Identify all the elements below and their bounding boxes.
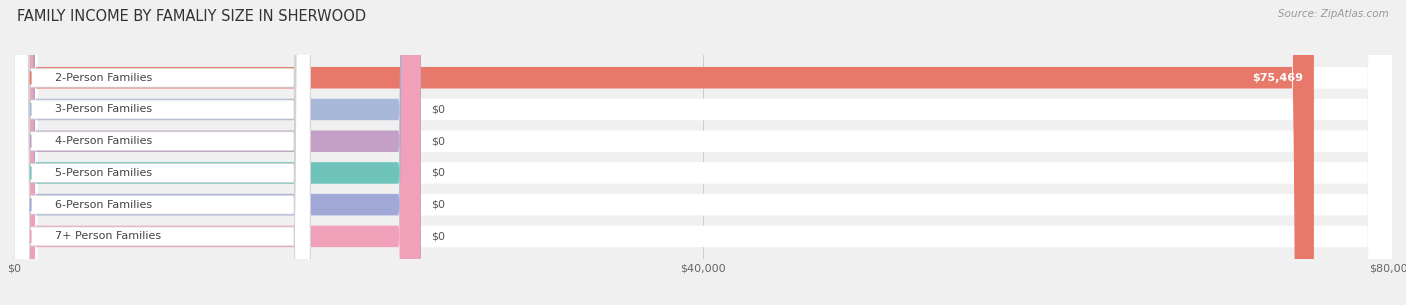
FancyBboxPatch shape xyxy=(14,0,311,305)
FancyBboxPatch shape xyxy=(14,0,1392,305)
Text: $75,469: $75,469 xyxy=(1251,73,1303,83)
Text: Source: ZipAtlas.com: Source: ZipAtlas.com xyxy=(1278,9,1389,19)
Text: 3-Person Families: 3-Person Families xyxy=(55,105,152,114)
FancyBboxPatch shape xyxy=(14,0,420,305)
FancyBboxPatch shape xyxy=(14,0,1392,305)
FancyBboxPatch shape xyxy=(14,0,420,305)
FancyBboxPatch shape xyxy=(14,0,1392,305)
Text: $0: $0 xyxy=(432,168,446,178)
FancyBboxPatch shape xyxy=(14,0,1392,305)
Text: $0: $0 xyxy=(432,231,446,241)
FancyBboxPatch shape xyxy=(14,0,1392,305)
Text: 2-Person Families: 2-Person Families xyxy=(55,73,153,83)
FancyBboxPatch shape xyxy=(14,0,420,305)
Text: $0: $0 xyxy=(432,136,446,146)
Text: $0: $0 xyxy=(432,105,446,114)
FancyBboxPatch shape xyxy=(14,0,311,305)
FancyBboxPatch shape xyxy=(14,0,311,305)
FancyBboxPatch shape xyxy=(14,0,1313,305)
Text: $0: $0 xyxy=(432,200,446,210)
Text: 4-Person Families: 4-Person Families xyxy=(55,136,153,146)
Text: 6-Person Families: 6-Person Families xyxy=(55,200,152,210)
FancyBboxPatch shape xyxy=(14,0,311,305)
FancyBboxPatch shape xyxy=(14,0,1392,305)
FancyBboxPatch shape xyxy=(14,0,311,305)
Text: 7+ Person Families: 7+ Person Families xyxy=(55,231,162,241)
FancyBboxPatch shape xyxy=(14,0,420,305)
FancyBboxPatch shape xyxy=(14,0,311,305)
Text: 5-Person Families: 5-Person Families xyxy=(55,168,152,178)
Text: FAMILY INCOME BY FAMALIY SIZE IN SHERWOOD: FAMILY INCOME BY FAMALIY SIZE IN SHERWOO… xyxy=(17,9,366,24)
FancyBboxPatch shape xyxy=(14,0,420,305)
